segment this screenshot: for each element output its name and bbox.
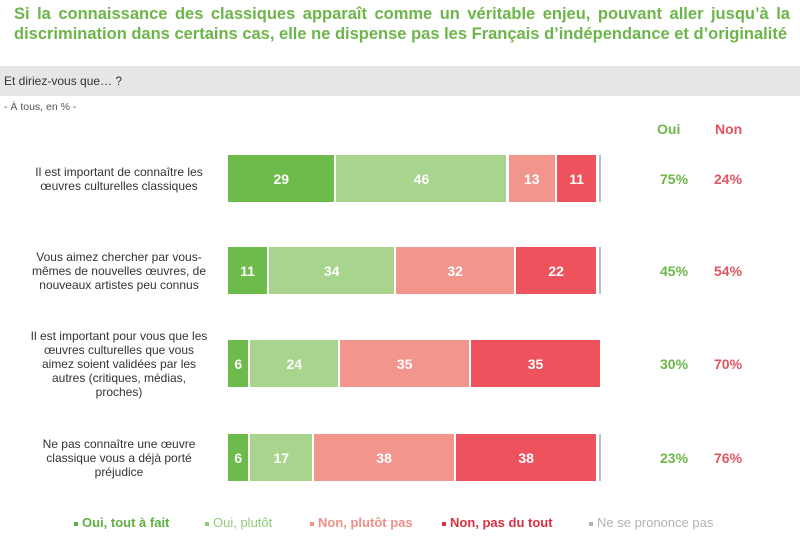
data-label: 6 — [234, 355, 243, 372]
total-non: 76% — [714, 449, 743, 466]
data-label: 13 — [524, 170, 540, 187]
total-non: 70% — [714, 355, 743, 372]
question-band: Et diriez-vous que… ? — [0, 66, 800, 96]
data-label: 24 — [286, 355, 303, 372]
data-label: 38 — [376, 449, 392, 466]
legend-swatch — [442, 521, 446, 526]
legend-item: Ne se prononce pas — [589, 515, 713, 530]
slide-title: Si la connaissance des classiques appara… — [14, 5, 790, 43]
segment-oui-tout-a-fait: 11 — [228, 247, 268, 294]
segment-oui-plutot: 34 — [269, 247, 395, 294]
segment-oui-tout-a-fait: 6 — [228, 340, 249, 387]
segment-oui-tout-a-fait: 6 — [228, 434, 249, 481]
row-label-line: œuvres culturelles classiques — [40, 178, 198, 193]
legend-swatch — [74, 521, 78, 526]
segment-nsp — [599, 434, 602, 481]
row-label-line: autres (critiques, médias, — [51, 370, 187, 385]
row-label-line: nouveaux artistes peu connus — [39, 277, 199, 292]
data-label: 35 — [527, 355, 544, 372]
legend-swatch — [589, 521, 593, 526]
row-label-line: préjudice — [94, 464, 144, 479]
legend-label: Oui, plutôt — [213, 515, 273, 530]
segment-non-plutot-pas: 38 — [314, 434, 455, 481]
row-label-line: Vous aimez chercher par vous- — [36, 249, 202, 264]
segment-oui-plutot: 24 — [250, 340, 339, 387]
legend-swatch — [205, 521, 209, 526]
segment-oui-plutot: 17 — [250, 434, 313, 481]
legend-item: Non, plutôt pas — [310, 515, 413, 530]
legend-label: Non, plutôt pas — [318, 515, 413, 530]
row-label: Il est important de connaître les œuvres … — [20, 165, 218, 193]
row-label: Ne pas connaître une œuvre classique vous… — [20, 437, 218, 479]
legend-item: Non, pas du tout — [442, 515, 553, 530]
question-text: Et diriez-vous que… ? — [4, 74, 123, 88]
data-label: 22 — [548, 262, 564, 279]
segment-non-plutot-pas: 13 — [508, 155, 556, 202]
legend-label: Ne se prononce pas — [597, 515, 714, 530]
row-label-line: proches) — [95, 384, 143, 399]
base-note: - À tous, en % - — [4, 101, 77, 113]
segment-non-plutot-pas: 32 — [396, 247, 514, 294]
total-non: 54% — [714, 262, 743, 279]
segment-non-pas-du-tout: 11 — [557, 155, 597, 202]
data-label: 32 — [447, 262, 463, 279]
data-label: 35 — [396, 355, 413, 372]
row-label-line: classique vous a déjà porté — [46, 450, 192, 465]
data-label: 11 — [240, 262, 255, 279]
data-label: 46 — [413, 170, 430, 187]
data-label: 11 — [569, 170, 585, 187]
column-header-oui: Oui — [657, 121, 681, 137]
data-label: 34 — [323, 262, 340, 279]
data-label: 17 — [273, 449, 290, 466]
total-oui: 23% — [660, 449, 689, 466]
column-header-non: Non — [715, 121, 743, 137]
row-label: Vous aimez chercher par vous-mêmes de no… — [20, 250, 218, 292]
row-label-line: mêmes de nouvelles œuvres, de — [31, 263, 207, 278]
segment-non-pas-du-tout: 22 — [515, 247, 597, 294]
row-label-line: Il est important pour vous que les — [30, 328, 208, 343]
row-label: Il est important pour vous que les œuvres… — [20, 329, 218, 399]
total-non: 24% — [714, 170, 743, 187]
total-oui: 45% — [660, 262, 689, 279]
row-label-line: Ne pas connaître une œuvre — [42, 436, 196, 451]
segment-oui-tout-a-fait: 29 — [228, 155, 335, 202]
segment-nsp — [599, 247, 602, 294]
segment-non-pas-du-tout: 38 — [456, 434, 597, 481]
data-label: 6 — [234, 449, 243, 466]
segment-oui-plutot: 46 — [336, 155, 507, 202]
row-label-line: Il est important de connaître les — [35, 164, 203, 179]
data-label: 38 — [518, 449, 534, 466]
legend-item: Oui, tout à fait — [74, 515, 169, 530]
row-label-line: aimez soient validées par les — [41, 356, 197, 371]
legend-swatch — [310, 521, 314, 526]
row-label-line: œuvres culturelles que vous — [43, 342, 195, 357]
total-oui: 30% — [660, 355, 689, 372]
segment-non-plutot-pas: 35 — [340, 340, 470, 387]
legend-label: Non, pas du tout — [450, 515, 553, 530]
segment-non-pas-du-tout: 35 — [471, 340, 600, 387]
total-oui: 75% — [660, 170, 689, 187]
segment-nsp — [599, 155, 602, 202]
legend-label: Oui, tout à fait — [82, 515, 170, 530]
legend-item: Oui, plutôt — [205, 515, 272, 530]
data-label: 29 — [273, 170, 290, 187]
